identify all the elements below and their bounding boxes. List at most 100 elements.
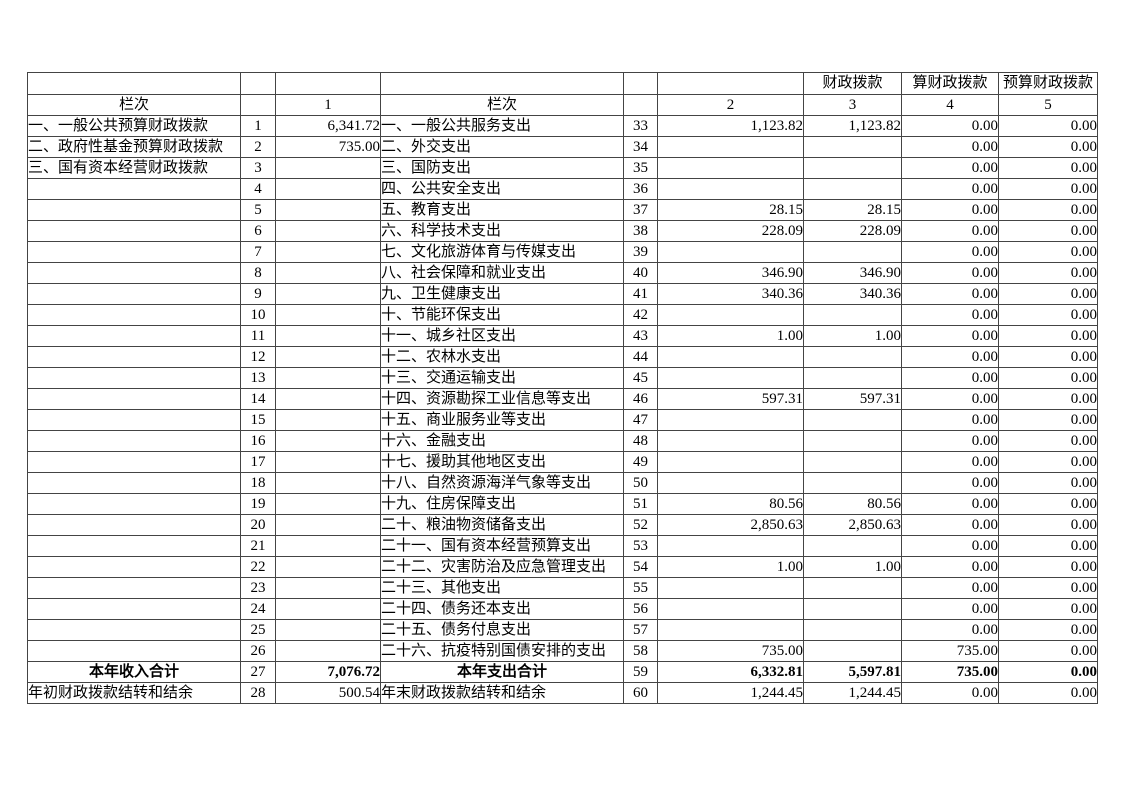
- col3-value: [803, 535, 902, 557]
- right-item-label: 二十、粮油物资储备支出: [380, 514, 624, 536]
- header-col-index-3: 3: [803, 94, 902, 116]
- header-blank-left-no: [240, 72, 276, 95]
- header-blank-right-no-2: [623, 94, 658, 116]
- right-row-number: 36: [623, 178, 658, 200]
- right-item-label: 十四、资源勘探工业信息等支出: [380, 388, 624, 410]
- col3-value: [803, 346, 902, 368]
- col4-value: 0.00: [901, 409, 999, 431]
- right-row-number: 48: [623, 430, 658, 452]
- col2-value: [657, 430, 804, 452]
- left-row-number: 10: [240, 304, 276, 326]
- left-item-label: [27, 619, 241, 641]
- right-row-number: 56: [623, 598, 658, 620]
- col5-value: 0.00: [998, 640, 1098, 662]
- col5-value: 0.00: [998, 661, 1098, 683]
- col5-value: 0.00: [998, 157, 1098, 179]
- col1-value: [275, 367, 381, 389]
- col2-value: [657, 367, 804, 389]
- right-row-number: 57: [623, 619, 658, 641]
- col2-value: [657, 535, 804, 557]
- col5-value: 0.00: [998, 199, 1098, 221]
- col3-value: 228.09: [803, 220, 902, 242]
- col4-value: 0.00: [901, 472, 999, 494]
- col4-value: 0.00: [901, 556, 999, 578]
- col5-value: 0.00: [998, 556, 1098, 578]
- table-row: 13 十三、交通运输支出 45 0.00 0.00: [27, 367, 1098, 389]
- col1-value: [275, 304, 381, 326]
- col1-value: 6,341.72: [275, 115, 381, 137]
- left-row-number: 15: [240, 409, 276, 431]
- right-item-label: 六、科学技术支出: [380, 220, 624, 242]
- left-item-label: [27, 598, 241, 620]
- col1-value: [275, 556, 381, 578]
- col5-value: 0.00: [998, 619, 1098, 641]
- left-item-label: [27, 220, 241, 242]
- col3-value: 597.31: [803, 388, 902, 410]
- right-row-number: 46: [623, 388, 658, 410]
- col1-value: [275, 472, 381, 494]
- col5-value: 0.00: [998, 682, 1098, 704]
- col3-value: 1,244.45: [803, 682, 902, 704]
- col3-value: [803, 619, 902, 641]
- col5-value: 0.00: [998, 115, 1098, 137]
- col1-value: [275, 388, 381, 410]
- right-row-number: 53: [623, 535, 658, 557]
- header-budget-fiscal-appropriation-partial: 算财政拨款: [901, 72, 999, 95]
- table-row: 17 十七、援助其他地区支出 49 0.00 0.00: [27, 451, 1098, 473]
- right-row-number: 43: [623, 325, 658, 347]
- col5-value: 0.00: [998, 409, 1098, 431]
- right-row-number: 51: [623, 493, 658, 515]
- col1-value: [275, 598, 381, 620]
- table-row: 26 二十六、抗疫特别国债安排的支出 58 735.00 735.00 0.00: [27, 640, 1098, 662]
- right-item-label: 本年支出合计: [380, 661, 624, 683]
- col4-value: 0.00: [901, 367, 999, 389]
- col5-value: 0.00: [998, 325, 1098, 347]
- col4-value: 0.00: [901, 388, 999, 410]
- left-row-number: 1: [240, 115, 276, 137]
- col1-value: [275, 535, 381, 557]
- right-item-label: 二十四、债务还本支出: [380, 598, 624, 620]
- col3-value: 2,850.63: [803, 514, 902, 536]
- table-row: 12 十二、农林水支出 44 0.00 0.00: [27, 346, 1098, 368]
- col3-value: [803, 430, 902, 452]
- col1-value: [275, 577, 381, 599]
- col5-value: 0.00: [998, 304, 1098, 326]
- left-item-label: [27, 367, 241, 389]
- left-row-number: 17: [240, 451, 276, 473]
- right-row-number: 39: [623, 241, 658, 263]
- left-item-label: [27, 493, 241, 515]
- col1-value: 7,076.72: [275, 661, 381, 683]
- right-row-number: 52: [623, 514, 658, 536]
- right-row-number: 47: [623, 409, 658, 431]
- col3-value: 5,597.81: [803, 661, 902, 683]
- col4-value: 0.00: [901, 220, 999, 242]
- header-lanci-left: 栏次: [27, 94, 241, 116]
- left-row-number: 25: [240, 619, 276, 641]
- header-blank-left-no-2: [240, 94, 276, 116]
- header-blank-right-label: [380, 72, 624, 95]
- col2-value: 28.15: [657, 199, 804, 221]
- col2-value: [657, 241, 804, 263]
- left-row-number: 16: [240, 430, 276, 452]
- col2-value: 597.31: [657, 388, 804, 410]
- left-row-number: 28: [240, 682, 276, 704]
- col1-value: [275, 619, 381, 641]
- col5-value: 0.00: [998, 241, 1098, 263]
- col2-value: [657, 577, 804, 599]
- right-row-number: 42: [623, 304, 658, 326]
- left-row-number: 12: [240, 346, 276, 368]
- table-row: 本年收入合计 27 7,076.72 本年支出合计 59 6,332.81 5,597.81…: [27, 661, 1098, 683]
- table-row: 20 二十、粮油物资储备支出 52 2,850.63 2,850.63 0.00 0.00: [27, 514, 1098, 536]
- right-item-label: 二十六、抗疫特别国债安排的支出: [380, 640, 624, 662]
- col4-value: 735.00: [901, 661, 999, 683]
- table-row: 11 十一、城乡社区支出 43 1.00 1.00 0.00 0.00: [27, 325, 1098, 347]
- table-row: 8 八、社会保障和就业支出 40 346.90 346.90 0.00 0.00: [27, 262, 1098, 284]
- left-item-label: [27, 640, 241, 662]
- right-item-label: 二十三、其他支出: [380, 577, 624, 599]
- col1-value: [275, 640, 381, 662]
- col5-value: 0.00: [998, 136, 1098, 158]
- col5-value: 0.00: [998, 577, 1098, 599]
- left-item-label: [27, 535, 241, 557]
- col3-value: [803, 577, 902, 599]
- right-item-label: 年末财政拨款结转和结余: [380, 682, 624, 704]
